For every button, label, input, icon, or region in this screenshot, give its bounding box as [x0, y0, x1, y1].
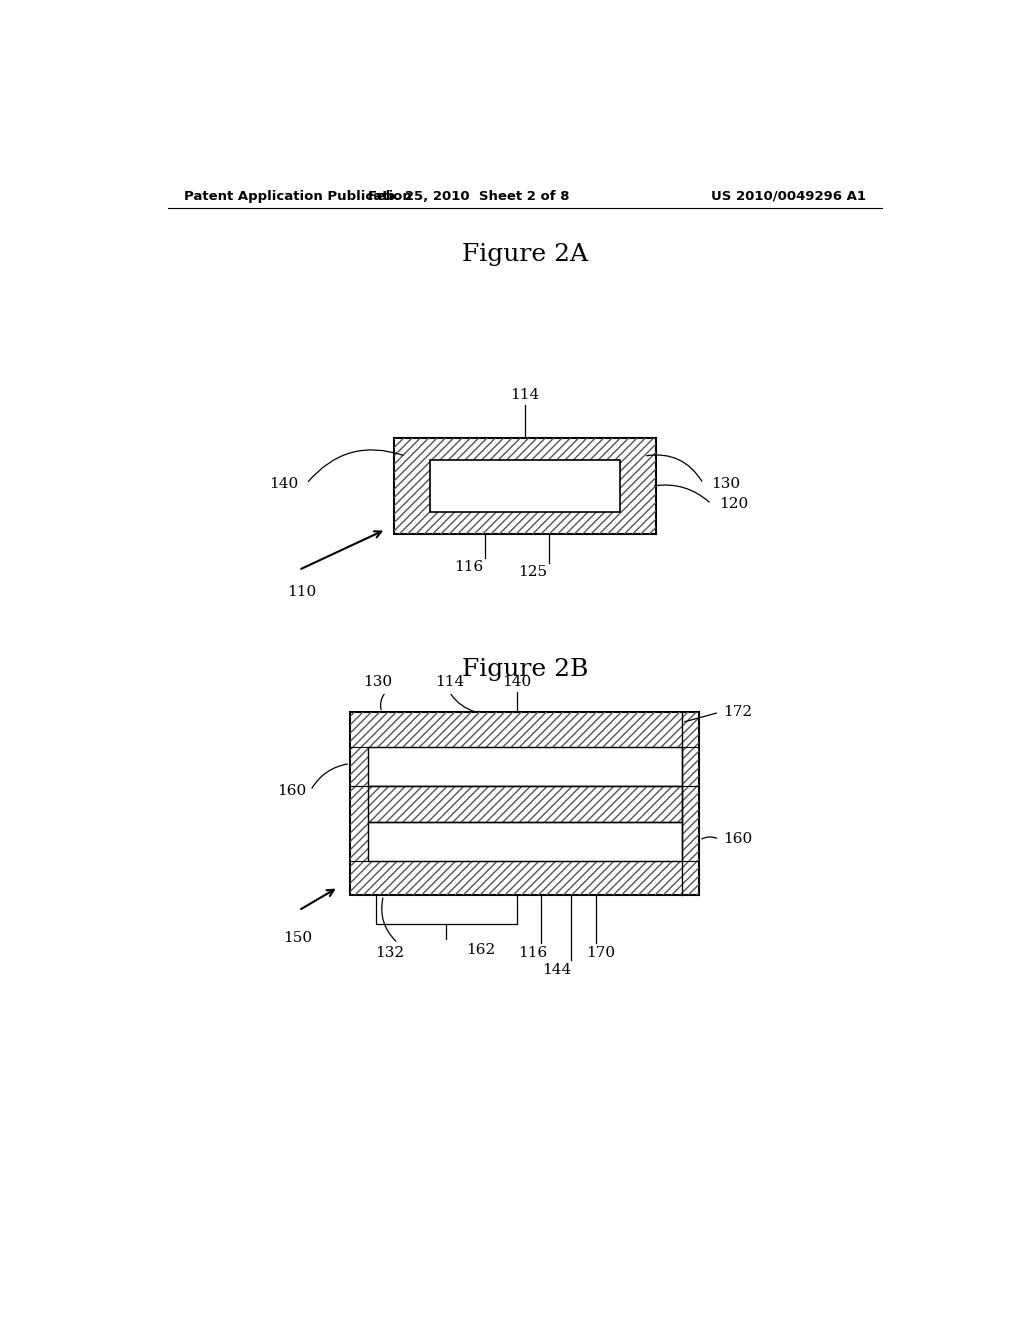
- Text: 114: 114: [435, 675, 464, 689]
- Text: 125: 125: [518, 565, 547, 579]
- Text: 130: 130: [364, 675, 392, 689]
- Text: Patent Application Publication: Patent Application Publication: [183, 190, 412, 202]
- Text: 140: 140: [502, 675, 531, 689]
- Bar: [368, 785, 682, 822]
- Text: Figure 2B: Figure 2B: [462, 659, 588, 681]
- Text: Figure 2A: Figure 2A: [462, 243, 588, 267]
- Text: US 2010/0049296 A1: US 2010/0049296 A1: [711, 190, 866, 202]
- Text: 140: 140: [269, 477, 299, 491]
- Text: 162: 162: [467, 942, 496, 957]
- Text: 130: 130: [712, 477, 740, 491]
- Text: 170: 170: [586, 946, 614, 960]
- Bar: [368, 785, 682, 822]
- Bar: [394, 438, 655, 535]
- Text: 116: 116: [455, 560, 484, 574]
- Bar: [430, 461, 621, 512]
- Text: 114: 114: [510, 388, 540, 403]
- Text: Feb. 25, 2010  Sheet 2 of 8: Feb. 25, 2010 Sheet 2 of 8: [369, 190, 570, 202]
- Bar: [394, 438, 655, 535]
- Text: 172: 172: [723, 705, 753, 719]
- Text: 116: 116: [518, 946, 548, 960]
- Text: 150: 150: [283, 931, 312, 945]
- Bar: [350, 713, 699, 895]
- Text: 144: 144: [542, 964, 571, 977]
- Bar: [350, 713, 699, 895]
- Text: 132: 132: [376, 946, 404, 960]
- Text: 160: 160: [723, 833, 753, 846]
- Bar: [368, 822, 682, 861]
- Text: 120: 120: [719, 496, 749, 511]
- Bar: [368, 747, 682, 785]
- Text: 110: 110: [287, 585, 316, 599]
- Text: 160: 160: [278, 784, 306, 797]
